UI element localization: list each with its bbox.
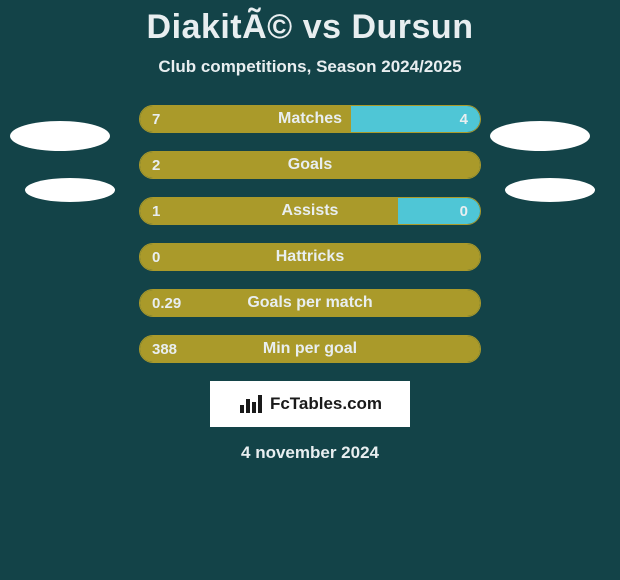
stat-row: 0Hattricks — [139, 243, 481, 271]
stat-label: Matches — [140, 106, 480, 132]
stat-row: 74Matches — [139, 105, 481, 133]
date-label: 4 november 2024 — [0, 443, 620, 463]
player1-name: DiakitÃ© — [147, 8, 293, 46]
decorative-ellipse — [10, 121, 110, 151]
stat-label: Hattricks — [140, 244, 480, 270]
stat-label: Goals — [140, 152, 480, 178]
stat-label: Goals per match — [140, 290, 480, 316]
player2-name: Dursun — [351, 8, 473, 46]
decorative-ellipse — [490, 121, 590, 151]
page-title: DiakitÃ© vs Dursun — [0, 0, 620, 47]
decorative-ellipse — [25, 178, 115, 202]
stat-row: 10Assists — [139, 197, 481, 225]
logo-text: FcTables.com — [270, 394, 382, 414]
stat-row: 2Goals — [139, 151, 481, 179]
vs-separator: vs — [303, 8, 342, 46]
stat-row: 0.29Goals per match — [139, 289, 481, 317]
subtitle: Club competitions, Season 2024/2025 — [0, 57, 620, 77]
stat-label: Min per goal — [140, 336, 480, 362]
stat-label: Assists — [140, 198, 480, 224]
chart-area: 74Matches 2Goals 10Assists 0Hattricks 0.29Go… — [0, 105, 620, 363]
comparison-card: DiakitÃ© vs Dursun Club competitions, Se… — [0, 0, 620, 580]
stat-row: 388Min per goal — [139, 335, 481, 363]
bars-icon — [238, 393, 264, 415]
logo-badge: FcTables.com — [210, 381, 410, 427]
decorative-ellipse — [505, 178, 595, 202]
